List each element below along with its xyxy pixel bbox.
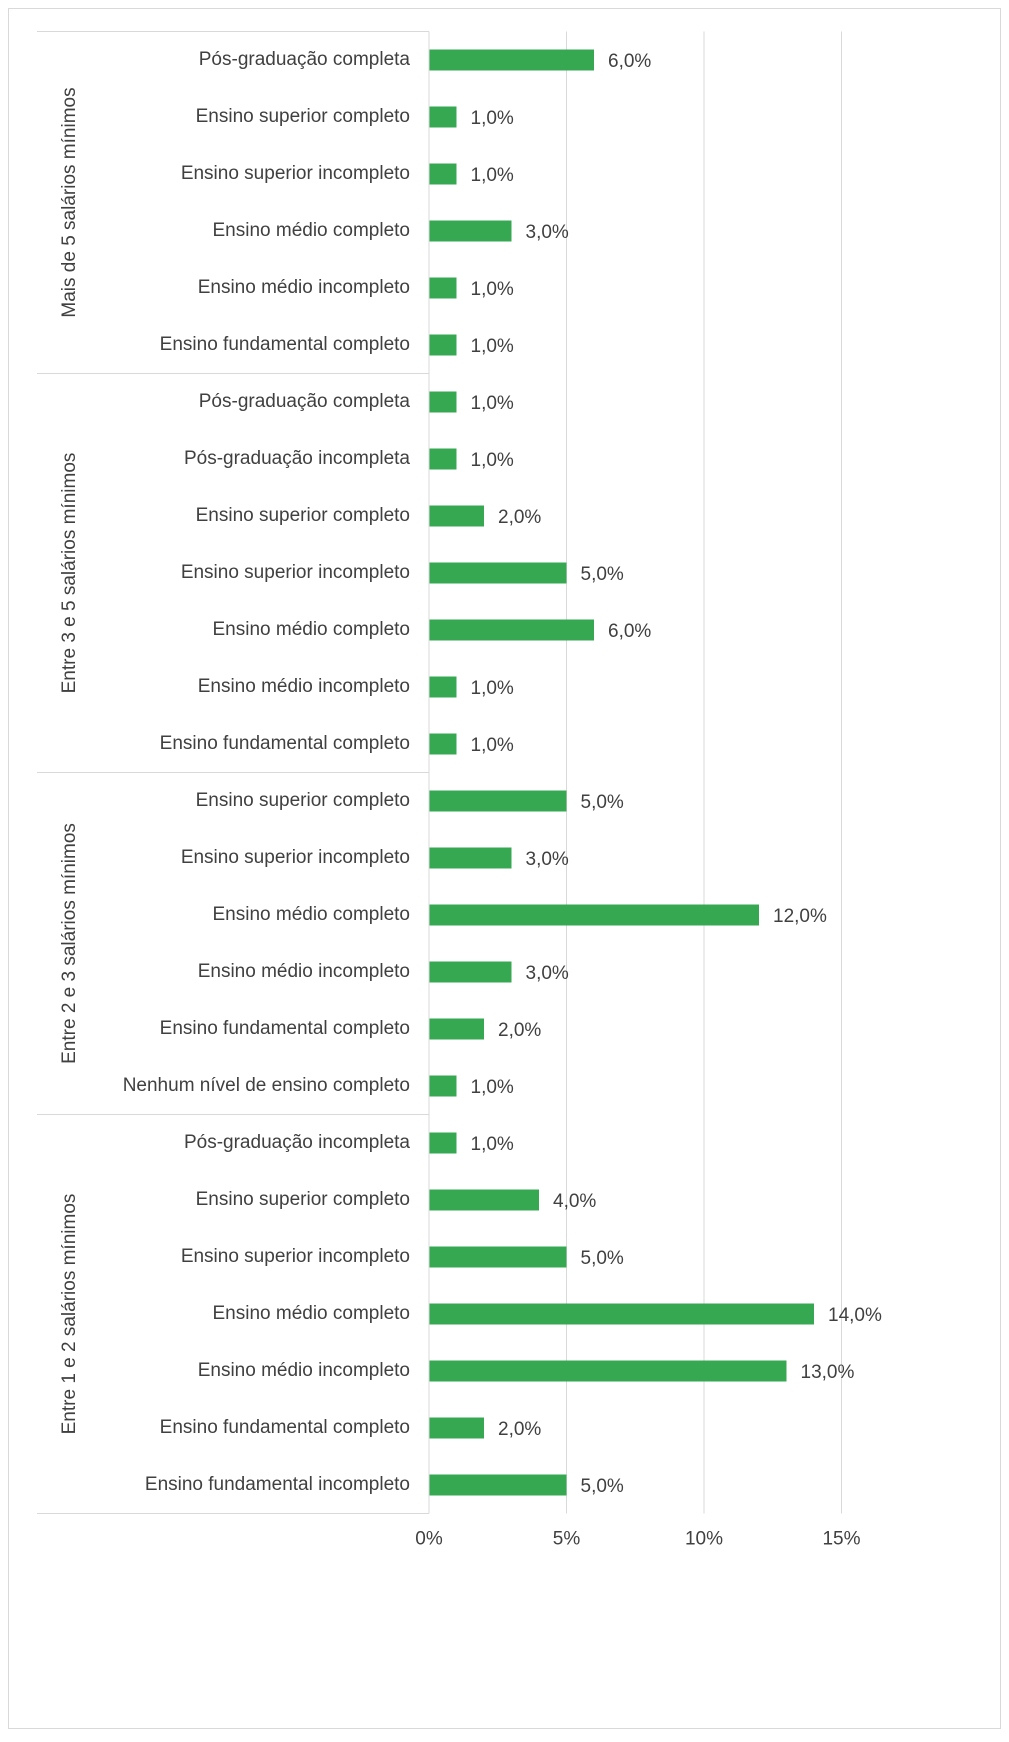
data-label: 4,0%	[553, 1191, 596, 1212]
y-tick-label: Ensino médio completo	[213, 1303, 411, 1324]
bar	[429, 1417, 484, 1439]
data-label: 5,0%	[581, 1248, 624, 1269]
bar	[429, 1246, 567, 1268]
data-label: 1,0%	[471, 165, 514, 186]
y-tick-label: Pós-graduação incompleta	[184, 1132, 410, 1153]
x-tick-label: 0%	[415, 1529, 443, 1550]
y-tick-label: Ensino fundamental completo	[160, 1018, 410, 1039]
data-label: 1,0%	[471, 678, 514, 699]
data-label: 1,0%	[471, 1134, 514, 1155]
bar	[429, 847, 512, 869]
data-label: 5,0%	[581, 792, 624, 813]
y-tick-label: Ensino superior incompleto	[181, 1246, 410, 1267]
group-label: Mais de 5 salários mínimos	[59, 87, 80, 317]
bar	[429, 1189, 539, 1211]
y-tick-label: Ensino fundamental completo	[160, 1417, 410, 1438]
bar	[429, 676, 457, 698]
y-tick-label: Ensino superior incompleto	[181, 163, 410, 184]
bar	[429, 1474, 567, 1496]
data-label: 6,0%	[608, 621, 651, 642]
y-tick-label: Ensino superior completo	[196, 790, 410, 811]
data-label: 1,0%	[471, 735, 514, 756]
bar	[429, 448, 457, 470]
bar	[429, 961, 512, 983]
y-tick-label: Ensino superior incompleto	[181, 562, 410, 583]
y-tick-label: Ensino médio incompleto	[198, 1360, 410, 1381]
x-tick-label: 10%	[685, 1529, 723, 1550]
bar	[429, 220, 512, 242]
y-tick-label: Ensino superior completo	[196, 106, 410, 127]
y-tick-label: Ensino superior completo	[196, 1189, 410, 1210]
y-tick-label: Ensino fundamental completo	[160, 733, 410, 754]
y-tick-label: Ensino superior completo	[196, 505, 410, 526]
data-label: 1,0%	[471, 108, 514, 129]
bar	[429, 1360, 787, 1382]
data-label: 5,0%	[581, 564, 624, 585]
x-tick-label: 15%	[822, 1529, 860, 1550]
data-label: 14,0%	[828, 1305, 882, 1326]
bar	[429, 562, 567, 584]
data-label: 3,0%	[526, 222, 569, 243]
bar	[429, 733, 457, 755]
data-label: 1,0%	[471, 336, 514, 357]
data-label: 5,0%	[581, 1476, 624, 1497]
y-tick-label: Ensino fundamental incompleto	[145, 1474, 410, 1495]
y-tick-label: Pós-graduação completa	[199, 391, 411, 412]
data-label: 2,0%	[498, 1020, 541, 1041]
group-label: Entre 2 e 3 salários mínimos	[59, 823, 80, 1064]
y-tick-label: Ensino fundamental completo	[160, 334, 410, 355]
data-label: 3,0%	[526, 849, 569, 870]
bar	[429, 163, 457, 185]
data-label: 12,0%	[773, 906, 827, 927]
group-label: Entre 3 e 5 salários mínimos	[59, 453, 80, 694]
y-tick-label: Ensino superior incompleto	[181, 847, 410, 868]
y-tick-label: Pós-graduação completa	[199, 49, 411, 70]
bar	[429, 505, 484, 527]
bar	[429, 790, 567, 812]
bar	[429, 1075, 457, 1097]
data-label: 1,0%	[471, 393, 514, 414]
x-tick-label: 5%	[553, 1529, 581, 1550]
data-label: 1,0%	[471, 450, 514, 471]
bar	[429, 334, 457, 356]
data-label: 13,0%	[801, 1362, 855, 1383]
bar	[429, 619, 594, 641]
y-tick-label: Pós-graduação incompleta	[184, 448, 410, 469]
y-tick-label: Ensino médio incompleto	[198, 277, 410, 298]
y-tick-label: Ensino médio incompleto	[198, 676, 410, 697]
bar	[429, 1303, 814, 1325]
y-tick-label: Nenhum nível de ensino completo	[123, 1075, 410, 1096]
bar	[429, 277, 457, 299]
y-tick-label: Ensino médio completo	[213, 619, 411, 640]
data-label: 3,0%	[526, 963, 569, 984]
y-tick-label: Ensino médio completo	[213, 220, 411, 241]
bar	[429, 1018, 484, 1040]
bar	[429, 106, 457, 128]
data-label: 2,0%	[498, 507, 541, 528]
data-label: 1,0%	[471, 1077, 514, 1098]
y-tick-label: Ensino médio incompleto	[198, 961, 410, 982]
bar	[429, 391, 457, 413]
bar	[429, 904, 759, 926]
y-tick-label: Ensino médio completo	[213, 904, 411, 925]
bar	[429, 49, 594, 71]
data-label: 2,0%	[498, 1419, 541, 1440]
group-label: Entre 1 e 2 salários mínimos	[59, 1194, 80, 1435]
data-label: 1,0%	[471, 279, 514, 300]
bar	[429, 1132, 457, 1154]
data-label: 6,0%	[608, 51, 651, 72]
